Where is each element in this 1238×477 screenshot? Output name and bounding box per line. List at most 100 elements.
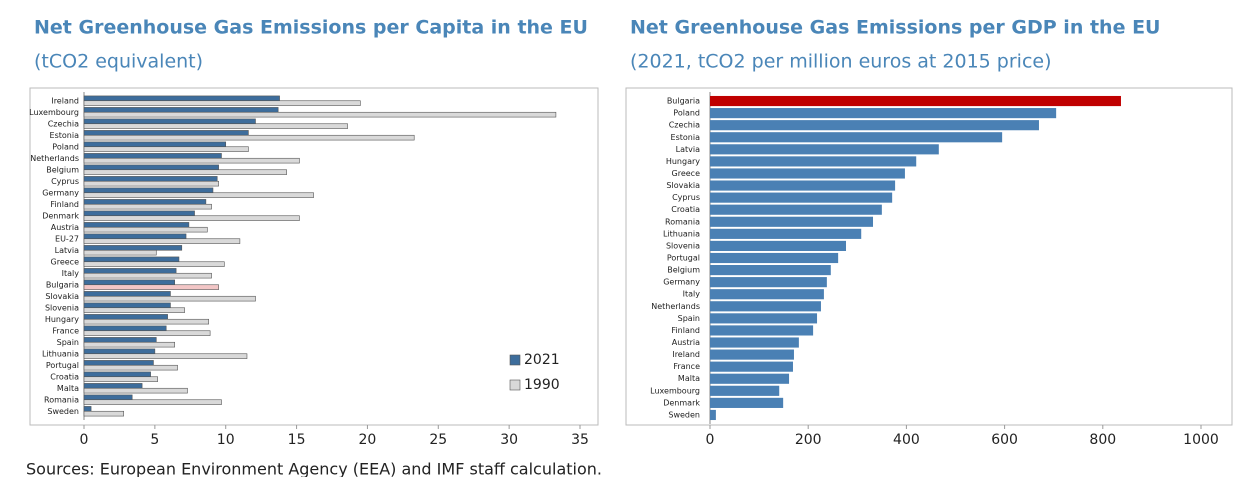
category-label: Latvia [55, 246, 79, 255]
category-label: Hungary [666, 157, 700, 166]
bar [83, 107, 279, 113]
category-label: Romania [665, 217, 700, 226]
category-label: EU-27 [55, 234, 79, 243]
bar [83, 383, 143, 389]
bar [710, 192, 893, 203]
x-tick-label: 35 [571, 432, 589, 448]
bar [710, 313, 818, 324]
bar [710, 373, 790, 384]
bar [83, 360, 154, 366]
bar [83, 187, 214, 194]
category-label: Estonia [671, 133, 701, 142]
bar [83, 222, 190, 228]
category-label: Slovenia [45, 303, 79, 312]
x-tick-label: 800 [1089, 432, 1116, 448]
bar [710, 265, 831, 276]
category-label: Germany [663, 278, 700, 287]
bar [710, 385, 780, 396]
bar [83, 169, 287, 175]
left-frame [29, 87, 599, 426]
category-label: Luxembourg [650, 386, 700, 395]
category-label: Ireland [672, 350, 700, 359]
x-tick-label: 0 [706, 432, 715, 448]
bar [83, 238, 241, 244]
category-label: Italy [62, 269, 80, 278]
x-tick-label: 400 [893, 432, 920, 448]
category-label: Malta [57, 384, 79, 393]
bar [710, 216, 874, 227]
bar [83, 226, 208, 233]
x-tick-label: 600 [991, 432, 1018, 448]
bar [83, 164, 219, 171]
bar [83, 410, 124, 417]
x-tick-label: 200 [795, 432, 822, 448]
category-label: Luxembourg [29, 108, 79, 117]
category-label: Romania [44, 395, 79, 404]
category-label: Greece [51, 257, 80, 266]
category-label: Spain [678, 314, 700, 323]
category-label: Cyprus [672, 193, 700, 202]
bar [83, 249, 157, 256]
bar [710, 168, 905, 179]
category-label: Poland [52, 142, 79, 151]
bar [710, 108, 1057, 119]
chart-subtitle: (tCO2 equivalent) [34, 51, 203, 73]
legend-swatch [509, 354, 521, 366]
bar [710, 240, 847, 251]
bar [83, 376, 158, 382]
bar [83, 284, 219, 290]
bar [83, 245, 183, 251]
bar [83, 302, 171, 309]
bar [710, 204, 882, 215]
bar [710, 95, 1121, 107]
category-label: Austria [672, 338, 700, 347]
bar [83, 100, 361, 106]
bar [83, 341, 175, 348]
bar [83, 256, 180, 263]
category-label: Portugal [46, 361, 79, 370]
bar [83, 272, 212, 279]
bar [710, 325, 814, 336]
category-label: Denmark [42, 211, 79, 220]
bar [83, 176, 218, 182]
category-label: Belgium [46, 165, 79, 174]
bar [83, 291, 171, 297]
bar [83, 192, 314, 198]
bar [710, 289, 824, 300]
bar [83, 134, 415, 141]
category-label: Finland [671, 326, 700, 335]
category-label: Czechia [669, 121, 700, 130]
bar [710, 301, 821, 312]
bar [710, 120, 1039, 131]
bar [83, 111, 557, 118]
bar [83, 325, 167, 332]
legend-label: 1990 [524, 377, 560, 393]
category-label: Netherlands [651, 302, 700, 311]
category-label: Bulgaria [46, 280, 79, 289]
right-frame [625, 87, 1233, 426]
x-tick-label: 25 [429, 432, 447, 448]
category-label: Estonia [50, 131, 80, 140]
bar [83, 141, 227, 148]
bar [710, 228, 862, 239]
category-label: Germany [42, 188, 79, 197]
bar [710, 337, 799, 348]
x-tick-label: 20 [359, 432, 377, 448]
bar [710, 252, 839, 264]
chart-title: Net Greenhouse Gas Emissions per Capita … [34, 17, 588, 39]
bar [83, 295, 256, 302]
category-label: Portugal [667, 254, 700, 263]
category-label: Italy [683, 290, 701, 299]
x-tick-label: 0 [80, 432, 89, 448]
bar [83, 353, 248, 359]
category-label: Cyprus [51, 177, 79, 186]
bar [83, 279, 175, 286]
category-label: Hungary [45, 315, 79, 324]
bar [710, 144, 939, 155]
bar [710, 361, 793, 372]
bar [83, 268, 177, 274]
category-label: Lithuania [663, 229, 700, 238]
x-tick-label: 1000 [1183, 432, 1219, 448]
chart-subtitle: (2021, tCO2 per million euros at 2015 pr… [630, 51, 1052, 73]
bar [83, 399, 222, 405]
